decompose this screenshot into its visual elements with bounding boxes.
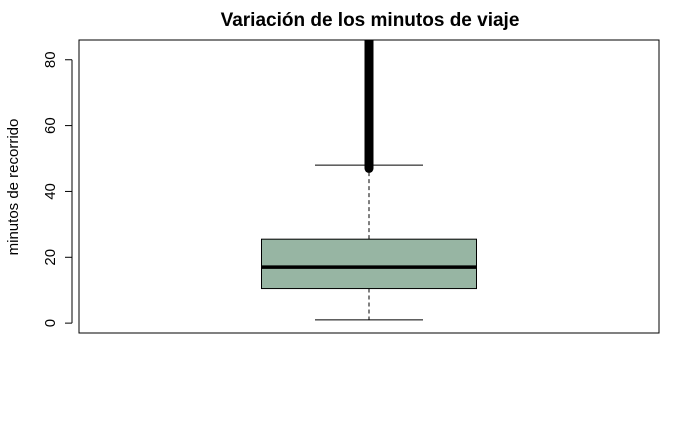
y-axis-label: minutos de recorrido — [5, 119, 22, 256]
y-axis: 0 20 40 60 80 — [42, 51, 73, 327]
y-tick-label: 40 — [42, 183, 59, 200]
y-tick-label: 20 — [42, 249, 59, 266]
y-tick-label: 0 — [42, 319, 59, 327]
iqr-box — [261, 238, 477, 290]
box-group — [261, 40, 477, 321]
y-tick-label: 60 — [42, 117, 59, 134]
y-tick-label: 80 — [42, 51, 59, 68]
chart-title: Variación de los minutos de viaje — [221, 10, 520, 31]
